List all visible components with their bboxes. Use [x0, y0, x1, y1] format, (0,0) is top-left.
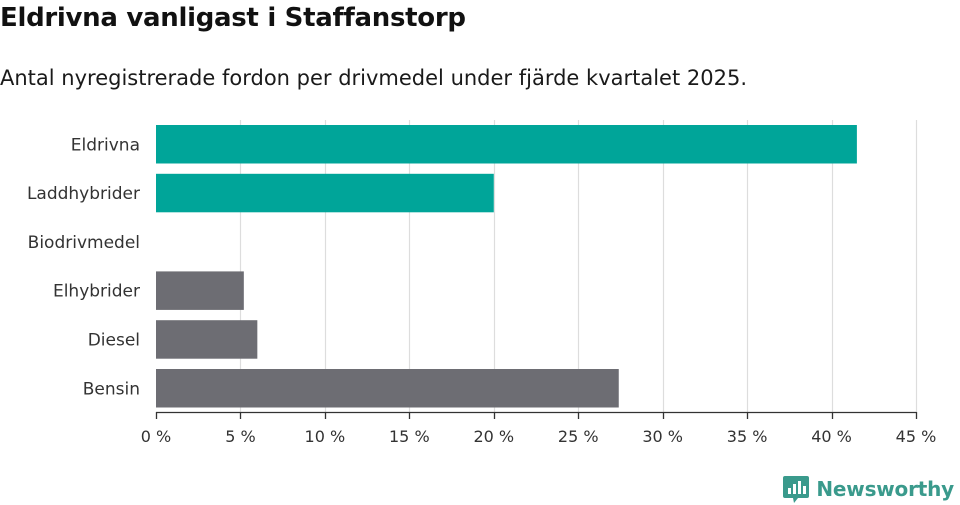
bar-eldrivna[interactable]	[156, 125, 857, 164]
x-tick-label: 10 %	[305, 427, 346, 446]
bar-diesel[interactable]	[156, 320, 258, 359]
x-tick-label: 0 %	[141, 427, 171, 446]
x-tick-label: 5 %	[225, 427, 255, 446]
x-tick-label: 25 %	[558, 427, 599, 446]
x-tick-label: 40 %	[811, 427, 852, 446]
x-tick-label: 45 %	[896, 427, 937, 446]
category-label: Diesel	[88, 330, 140, 350]
bar-bensin[interactable]	[156, 369, 619, 408]
bar-elhybrider[interactable]	[156, 271, 244, 310]
brand-logo[interactable]: Newsworthy	[782, 474, 954, 504]
chart-subtitle: Antal nyregistrerade fordon per drivmede…	[0, 66, 748, 90]
grid-lines	[239, 120, 918, 412]
x-tick-label: 15 %	[389, 427, 430, 446]
x-tick-label: 35 %	[727, 427, 768, 446]
bars	[156, 125, 857, 408]
category-label: Eldrivna	[71, 135, 140, 155]
newsworthy-logo-icon	[783, 476, 810, 503]
brand-name: Newsworthy	[816, 477, 954, 501]
category-label: Elhybrider	[53, 282, 140, 302]
x-axis: 0 % 5 % 10 % 15 % 20 % 25 % 30 % 35 % 40 % 45 %	[141, 411, 937, 446]
category-label: Laddhybrider	[27, 184, 140, 204]
chart-title: Eldrivna vanligast i Staffanstorp	[0, 3, 466, 33]
category-label: Biodrivmedel	[28, 233, 140, 253]
bar-laddhybrider[interactable]	[156, 173, 494, 213]
x-tick-label: 20 %	[473, 427, 514, 446]
category-labels: Eldrivna Laddhybrider Biodrivmedel Elhybrid…	[27, 135, 140, 399]
category-label: Bensin	[83, 379, 140, 399]
x-tick-label: 30 %	[642, 427, 683, 446]
